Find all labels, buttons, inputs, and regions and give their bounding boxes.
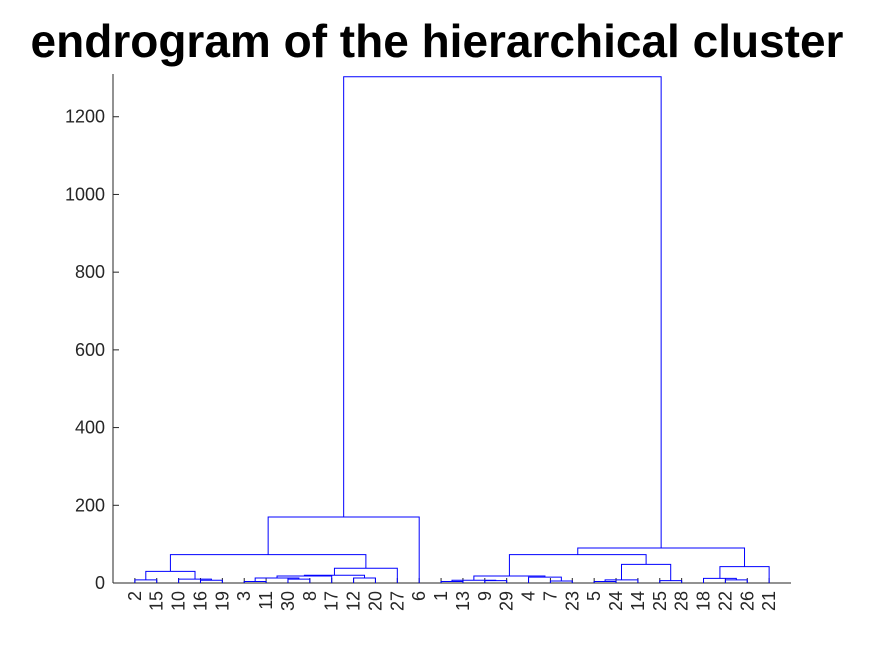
y-tick-label: 600 (75, 340, 105, 360)
dendrogram-link (604, 579, 639, 583)
dendrogram-links (134, 76, 770, 583)
leaf-label: 16 (190, 591, 210, 611)
leaf-label: 25 (650, 591, 670, 611)
y-tick-label: 0 (95, 573, 105, 593)
leaf-label: 22 (715, 591, 735, 611)
dendrogram-link (719, 566, 770, 583)
dendrogram-link (267, 516, 420, 583)
dendrogram-link (287, 578, 311, 583)
leaf-label: 24 (606, 591, 626, 611)
leaf-label: 26 (737, 591, 757, 611)
y-tick-label: 400 (75, 418, 105, 438)
dendrogram-link (243, 580, 267, 583)
chart-title: endrogram of the hierarchical cluster (31, 15, 844, 67)
dendrogram-link (659, 580, 683, 583)
leaf-label: 21 (759, 591, 779, 611)
y-tick-labels: 0 200 400 600 800 1000 1200 (65, 107, 105, 593)
leaf-label: 9 (475, 591, 495, 601)
leaf-label: 8 (300, 591, 320, 601)
y-tick-label: 200 (75, 495, 105, 515)
dendrogram-link (703, 577, 737, 583)
leaf-label: 11 (256, 591, 276, 610)
leaf-label: 30 (278, 591, 298, 611)
leaf-label: 10 (169, 591, 189, 611)
leaf-label: 17 (322, 591, 342, 611)
leaf-label: 18 (694, 591, 714, 611)
leaf-label: 1 (431, 591, 451, 601)
leaf-label: 23 (562, 591, 582, 611)
leaf-label: 4 (519, 591, 539, 601)
leaf-label: 3 (234, 591, 254, 601)
dendrogram-link (134, 579, 158, 583)
leaf-label: 27 (387, 591, 407, 611)
leaf-label: 29 (497, 591, 517, 611)
dendrogram-link (353, 577, 376, 583)
dendrogram-link (528, 576, 562, 583)
dendrogram-link (593, 580, 617, 583)
y-tick-label: 800 (75, 262, 105, 282)
dendrogram-link (178, 578, 212, 583)
leaf-label: 20 (365, 591, 385, 611)
y-tick-label: 1200 (65, 107, 105, 127)
leaf-label: 12 (344, 591, 364, 611)
leaf-label: 7 (540, 591, 560, 601)
dendrogram-link (621, 563, 672, 581)
leaf-label: 13 (453, 591, 473, 611)
axes (112, 74, 791, 584)
leaf-label: 14 (628, 591, 648, 611)
leaf-label: 19 (212, 591, 232, 611)
leaf-labels: 2 15 10 16 19 3 11 30 8 17 12 20 27 6 1 13 9 29 4 7 23 5 24 14 2… (125, 591, 779, 611)
dendrogram-link (577, 547, 746, 567)
leaf-label: 28 (672, 591, 692, 611)
dendrogram-link (440, 580, 464, 583)
dendrogram-link (169, 554, 367, 572)
dendrogram-link (508, 554, 647, 577)
leaf-label: 5 (584, 591, 604, 601)
dendrogram-link (343, 76, 662, 549)
leaf-label: 15 (147, 591, 167, 611)
dendrogram-link (254, 577, 300, 582)
dendrogram-link (145, 570, 196, 580)
leaf-label: 2 (125, 591, 145, 601)
y-tick-label: 1000 (65, 184, 105, 204)
leaf-label: 6 (409, 591, 429, 601)
dendrogram-link (724, 579, 748, 583)
